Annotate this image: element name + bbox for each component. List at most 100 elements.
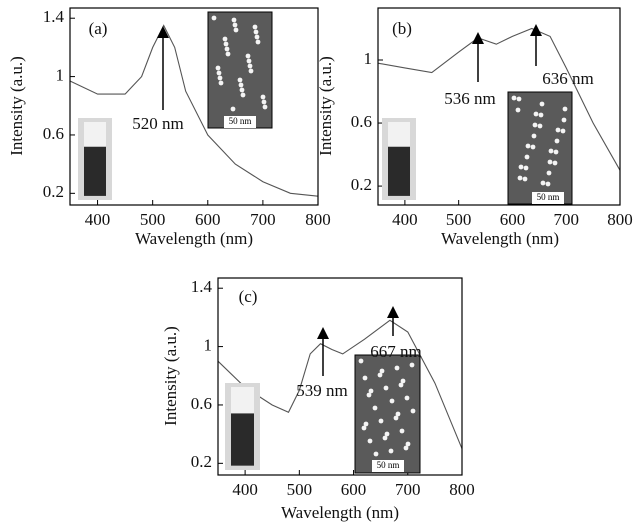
- nanoparticle: [260, 94, 266, 100]
- nanoparticle: [548, 148, 554, 154]
- nanoparticle: [515, 107, 521, 113]
- y-tick-label: 1: [364, 49, 373, 68]
- nanoparticle: [403, 445, 409, 451]
- nanoparticle: [517, 175, 523, 181]
- vial-cap: [231, 387, 254, 414]
- nanoparticle: [546, 170, 552, 176]
- vial-liquid: [84, 146, 106, 196]
- y-tick-label: 0.6: [351, 112, 372, 131]
- y-axis-label: Intensity (a.u.): [316, 56, 335, 156]
- y-tick-label: 1: [204, 335, 213, 354]
- x-tick-label: 400: [232, 480, 258, 499]
- scale-bar-label: 50 nm: [377, 460, 400, 470]
- vial-cap: [84, 122, 106, 147]
- nanoparticle: [362, 375, 368, 381]
- y-axis-label: Intensity (a.u.): [7, 56, 26, 156]
- x-tick-label: 800: [449, 480, 475, 499]
- nanoparticle: [511, 95, 517, 101]
- nanoparticle: [211, 15, 217, 21]
- nanoparticle: [245, 53, 251, 59]
- x-axis-label: Wavelength (nm): [281, 503, 399, 522]
- nanoparticle: [532, 122, 538, 128]
- peak-label: 520 nm: [132, 114, 183, 133]
- x-tick-label: 700: [553, 210, 579, 229]
- scale-bar-box: [372, 460, 404, 472]
- sem-image: [354, 354, 421, 474]
- nanoparticle: [562, 106, 568, 112]
- vial-liquid: [231, 413, 254, 466]
- nanoparticle: [368, 388, 374, 394]
- nanoparticle: [384, 431, 390, 437]
- nanoparticle: [373, 451, 379, 457]
- nanoparticle: [409, 362, 415, 368]
- nanoparticle: [246, 58, 252, 64]
- x-tick-label: 400: [85, 210, 111, 229]
- nanoparticle: [261, 99, 267, 105]
- y-tick-label: 0.2: [191, 452, 212, 471]
- nanoparticle: [218, 80, 224, 86]
- peak-label: 536 nm: [444, 89, 495, 108]
- nanoparticle: [553, 149, 559, 155]
- y-tick-label: 1.4: [191, 277, 213, 296]
- nanoparticle: [531, 133, 537, 139]
- nanoparticle: [377, 372, 383, 378]
- scale-bar-box: [532, 192, 564, 204]
- nanoparticle: [395, 411, 401, 417]
- nanoparticle: [383, 385, 389, 391]
- x-tick-label: 800: [607, 210, 633, 229]
- nanoparticle: [215, 65, 221, 71]
- nanoparticle: [525, 143, 531, 149]
- nanoparticle: [555, 127, 561, 133]
- nanoparticle: [389, 398, 395, 404]
- nanoparticle: [254, 34, 260, 40]
- nanoparticle: [358, 358, 364, 364]
- nanoparticle: [222, 36, 228, 42]
- nanoparticle: [262, 104, 268, 110]
- nanoparticle: [230, 106, 236, 112]
- nanoparticle: [547, 159, 553, 165]
- vial-cap: [388, 122, 410, 147]
- nanoparticle: [253, 29, 259, 35]
- nanoparticle: [394, 365, 400, 371]
- nanoparticle: [410, 408, 416, 414]
- peak-label: 636 nm: [542, 69, 593, 88]
- x-tick-label: 600: [195, 210, 221, 229]
- spectrum-line: [217, 319, 463, 449]
- nanoparticle: [247, 63, 253, 69]
- y-tick-label: 0.6: [43, 124, 64, 143]
- nanoparticle: [237, 77, 243, 83]
- nanoparticle: [361, 425, 367, 431]
- x-tick-label: 600: [341, 480, 367, 499]
- plot-frame: [377, 7, 621, 206]
- vial-liquid: [388, 146, 410, 196]
- nanoparticle: [239, 87, 245, 93]
- nanoparticle: [522, 176, 528, 182]
- nanoparticle: [238, 82, 244, 88]
- nanoparticle: [530, 144, 536, 150]
- x-tick-label: 500: [140, 210, 166, 229]
- nanoparticle: [382, 435, 388, 441]
- x-tick-label: 600: [500, 210, 526, 229]
- x-tick-label: 500: [446, 210, 472, 229]
- nanoparticle: [405, 441, 411, 447]
- x-tick-label: 800: [305, 210, 331, 229]
- y-axis-label: Intensity (a.u.): [161, 326, 180, 426]
- nanoparticle: [404, 395, 410, 401]
- nanoparticle: [561, 117, 567, 123]
- nanoparticle: [533, 111, 539, 117]
- nanoparticle: [232, 22, 238, 28]
- nanoparticle: [524, 154, 530, 160]
- x-tick-label: 700: [395, 480, 421, 499]
- x-axis-label: Wavelength (nm): [135, 229, 253, 248]
- nanoparticle: [366, 392, 372, 398]
- y-tick-label: 0.2: [43, 182, 64, 201]
- nanoparticle: [367, 438, 373, 444]
- nanoparticle: [224, 46, 230, 52]
- x-tick-label: 700: [250, 210, 276, 229]
- nanoparticle: [400, 378, 406, 384]
- x-tick-label: 400: [392, 210, 418, 229]
- spectrum-line: [377, 27, 621, 171]
- y-tick-label: 0.2: [351, 175, 372, 194]
- panel-label: (b): [392, 19, 412, 38]
